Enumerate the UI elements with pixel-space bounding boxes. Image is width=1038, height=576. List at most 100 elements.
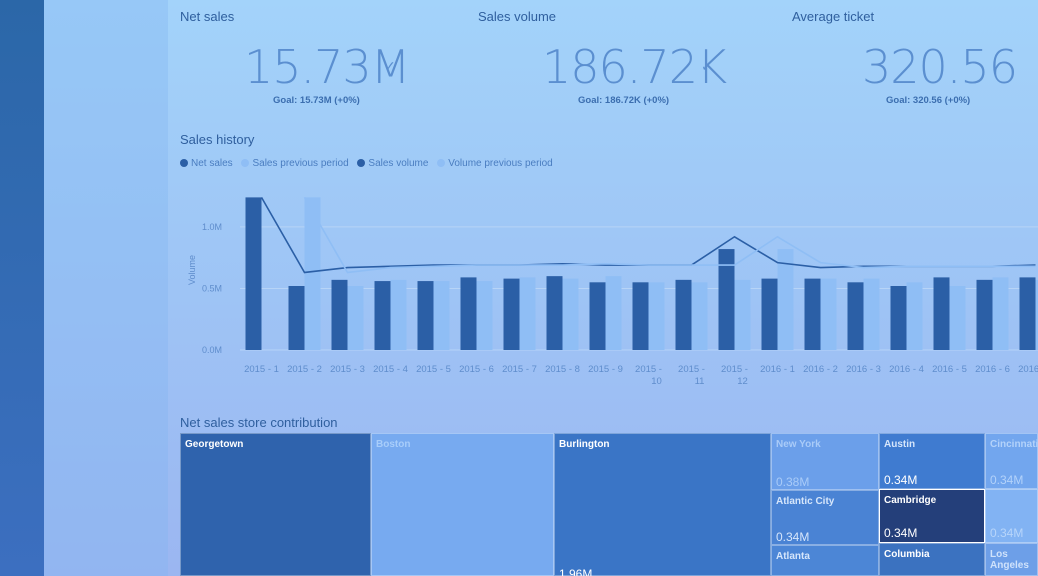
- bar-net-sales: [288, 286, 305, 350]
- y-tick-label: 1.0M: [202, 222, 222, 232]
- y-tick-label: 0.5M: [202, 283, 222, 293]
- treemap-tile-cincinnati[interactable]: Cincinnati 0.34M: [985, 433, 1038, 489]
- bar-net-sales: [847, 282, 864, 350]
- x-tick-label: 2015 -: [678, 364, 705, 375]
- x-tick-label: 2016 - 2: [803, 364, 838, 375]
- x-tick-label: 2015 - 1: [244, 364, 279, 375]
- bar-net-sales: [718, 249, 735, 350]
- treemap-tile-cambridge[interactable]: Cambridge 0.34M: [879, 489, 985, 543]
- tile-label: Cincinnati: [990, 439, 1038, 450]
- legend-label: Sales previous period: [252, 158, 349, 169]
- x-tick-label: 2015 - 6: [459, 364, 494, 375]
- bar-net-sales: [503, 278, 520, 350]
- legend-dot-icon: [180, 159, 188, 167]
- tile-value: 0.34M: [990, 473, 1024, 487]
- bar-sales-previous-period: [648, 282, 665, 350]
- kpi-title: Sales volume: [478, 9, 557, 24]
- treemap-tile-georgetown[interactable]: Georgetown: [180, 433, 371, 576]
- y-axis-label: Volume: [187, 255, 197, 285]
- tile-label: Burlington: [559, 439, 610, 450]
- x-tick-label: 2016 - 4: [889, 364, 924, 375]
- x-tick-label: 2016 - 6: [975, 364, 1010, 375]
- bar-sales-previous-period: [777, 249, 794, 350]
- line-volume-previous-period: [303, 196, 1036, 274]
- kpi-status-icon: ✓: [701, 58, 713, 74]
- kpi-title: Average ticket: [792, 9, 875, 24]
- x-tick-label: 2015 - 2: [287, 364, 322, 375]
- x-tick-label-line2: 10: [651, 376, 662, 387]
- bar-net-sales: [1019, 277, 1036, 350]
- bar-net-sales: [890, 286, 907, 350]
- legend-dot-icon: [241, 159, 250, 167]
- x-tick-label: 2016 - 7: [1018, 364, 1038, 375]
- legend-dot-icon: [357, 159, 366, 167]
- line-sales-volume: [260, 196, 1036, 274]
- bar-net-sales: [460, 277, 477, 350]
- treemap-tile-los-angeles[interactable]: Los Angeles: [985, 543, 1038, 576]
- kpi-status-icon: ✓: [384, 58, 396, 74]
- treemap-tile-atlantic-city[interactable]: Atlantic City 0.34M: [771, 490, 879, 545]
- bar-net-sales: [374, 281, 391, 350]
- tile-value: 0.34M: [884, 526, 918, 540]
- x-tick-label: 2015 - 4: [373, 364, 408, 375]
- treemap-tile-austin[interactable]: Austin 0.34M: [879, 433, 985, 489]
- bar-sales-previous-period: [476, 281, 493, 350]
- bar-net-sales: [933, 277, 950, 350]
- bar-sales-previous-period: [820, 278, 837, 350]
- y-tick-label: 0.0M: [202, 345, 222, 355]
- treemap-tile-burlington[interactable]: Burlington 1.96M: [554, 433, 771, 576]
- x-tick-label: 2015 - 3: [330, 364, 365, 375]
- tile-label: Atlanta: [776, 551, 810, 562]
- bar-net-sales: [761, 278, 778, 350]
- bar-net-sales: [589, 282, 606, 350]
- bar-net-sales: [331, 279, 348, 350]
- bar-sales-previous-period: [734, 279, 751, 350]
- bar-net-sales: [976, 279, 993, 350]
- tile-value: 0.34M: [884, 473, 918, 487]
- treemap-tile-new-york[interactable]: New York 0.38M: [771, 433, 879, 490]
- tile-value: 1.96M: [559, 567, 593, 576]
- legend-label: Volume previous period: [448, 158, 553, 169]
- kpi-goal: Goal: 320.56 (+0%): [886, 95, 971, 106]
- bar-sales-previous-period: [304, 197, 321, 350]
- sales-history-title: Sales history: [180, 132, 255, 147]
- legend-item[interactable]: Sales volume: [357, 158, 428, 169]
- bar-net-sales: [546, 276, 563, 350]
- bar-sales-previous-period: [433, 281, 450, 350]
- kpi-value: 15.73M: [244, 40, 410, 94]
- legend-label: Net sales: [191, 158, 233, 169]
- tile-label: Austin: [884, 439, 916, 450]
- x-tick-label: 2015 - 7: [502, 364, 537, 375]
- treemap-tile-unlabeled[interactable]: 0.34M: [985, 489, 1038, 543]
- kpi-value: 320.56: [862, 40, 1018, 94]
- x-tick-label: 2016 - 1: [760, 364, 795, 375]
- bar-sales-previous-period: [347, 286, 364, 350]
- x-tick-label-line2: 12: [737, 376, 748, 387]
- sales-history-chart[interactable]: 0.0M 0.5M 1.0M Volume 2015 - 1 2015 - 2 2015 -…: [168, 180, 1038, 395]
- bar-net-sales: [417, 281, 434, 350]
- bar-sales-previous-period: [605, 276, 622, 350]
- bar-sales-previous-period: [691, 282, 708, 350]
- x-tick-label: 2015 -: [635, 364, 662, 375]
- treemap-tile-boston[interactable]: Boston: [371, 433, 554, 576]
- tile-label: Boston: [376, 439, 411, 450]
- tile-label: Cambridge: [884, 495, 937, 506]
- legend-item[interactable]: Sales previous period: [241, 158, 349, 169]
- bar-net-sales: [804, 278, 821, 350]
- bar-net-sales: [632, 282, 649, 350]
- tile-label: New York: [776, 439, 821, 450]
- bar-sales-previous-period: [863, 278, 880, 350]
- kpi-goal: Goal: 186.72K (+0%): [578, 95, 670, 106]
- tile-value: 0.38M: [776, 475, 810, 489]
- legend-item[interactable]: Net sales: [180, 158, 233, 169]
- tile-label: Georgetown: [185, 439, 244, 450]
- kpi-value: 186.72K: [542, 40, 727, 94]
- x-tick-label: 2015 - 8: [545, 364, 580, 375]
- legend-item[interactable]: Volume previous period: [437, 158, 553, 169]
- treemap-tile-columbia[interactable]: Columbia: [879, 543, 985, 576]
- bar-sales-previous-period: [906, 282, 923, 350]
- treemap-tile-atlanta[interactable]: Atlanta: [771, 545, 879, 576]
- store-treemap[interactable]: Georgetown Boston Burlington 1.96M New Y…: [180, 433, 1038, 576]
- tile-label: Los Angeles: [990, 549, 1029, 571]
- bar-sales-previous-period: [390, 279, 407, 350]
